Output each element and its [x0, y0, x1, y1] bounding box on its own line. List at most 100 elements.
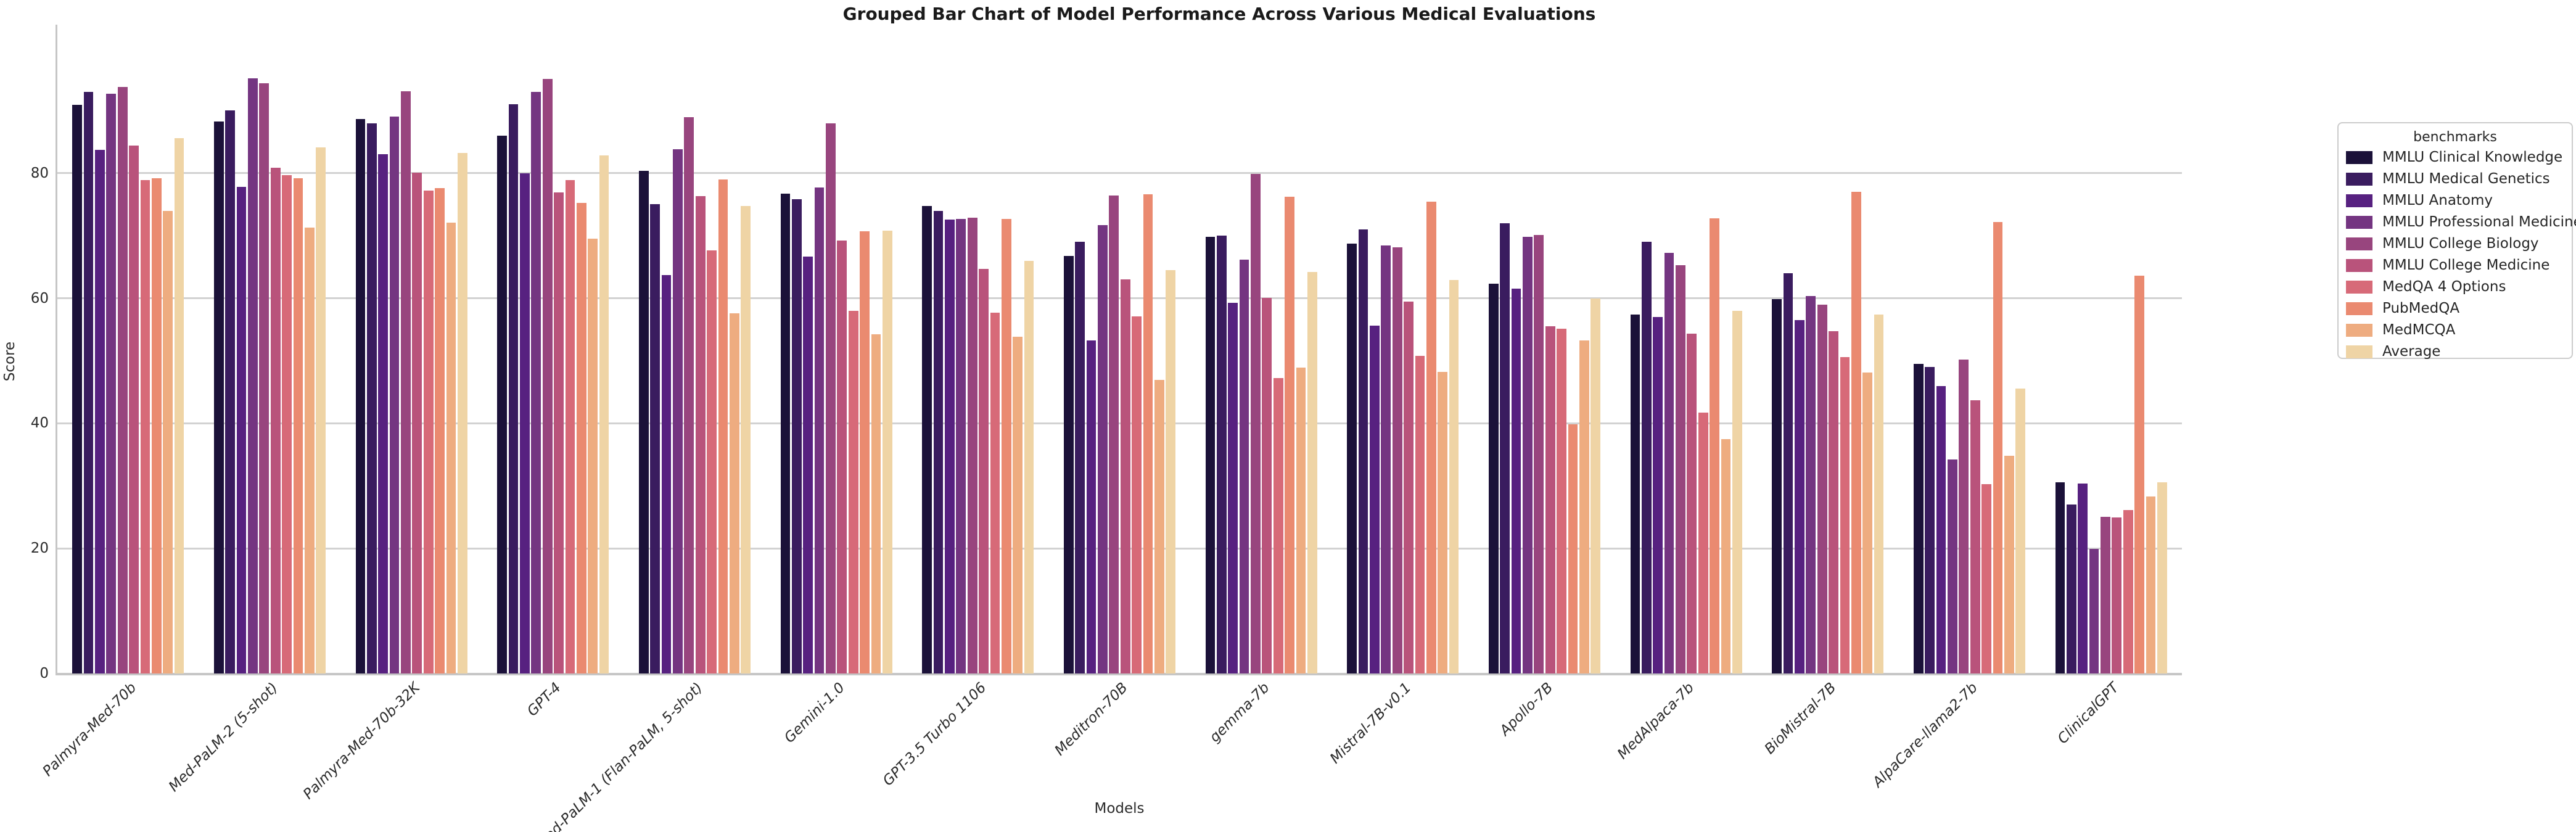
- bar: [554, 192, 564, 673]
- bar: [1404, 301, 1414, 673]
- y-tick-label: 20: [30, 540, 49, 557]
- bar: [2112, 517, 2122, 673]
- bar: [1347, 244, 1357, 673]
- x-tick-label: GPT-4: [524, 680, 565, 720]
- gridline-y-80: [57, 172, 2182, 175]
- bar: [1228, 302, 1238, 673]
- bar: [497, 135, 508, 673]
- legend-item-label: MMLU Clinical Knowledge: [2382, 149, 2563, 165]
- bar: [401, 91, 411, 673]
- bar: [814, 187, 825, 673]
- bar: [718, 179, 728, 673]
- x-tick-label: Palmyra-Med-70b-32K: [300, 680, 423, 803]
- x-tick-label: gemma-7b: [1206, 680, 1273, 746]
- bar: [1392, 247, 1402, 673]
- bar: [2157, 482, 2167, 673]
- bar: [729, 313, 739, 673]
- bar: [780, 194, 791, 673]
- y-tick-label: 80: [30, 165, 49, 181]
- bar: [1579, 340, 1589, 673]
- bar: [1687, 334, 1697, 673]
- bar: [508, 104, 519, 673]
- bar: [1307, 271, 1317, 673]
- x-tick-label: Apollo-7B: [1496, 680, 1556, 739]
- bar: [435, 188, 445, 673]
- bar: [1381, 245, 1391, 673]
- bar: [1109, 196, 1119, 673]
- left-spine: [56, 25, 57, 675]
- bar: [1862, 373, 1873, 673]
- bar: [1590, 298, 1601, 673]
- bar: [213, 121, 224, 673]
- gridline-y-40: [57, 422, 2182, 424]
- bar: [117, 86, 128, 673]
- bar: [1523, 237, 1533, 673]
- x-tick-label: Mistral-7B-v0.1: [1327, 680, 1415, 767]
- bar: [882, 231, 892, 673]
- bar: [1511, 289, 1521, 673]
- legend-item: MMLU Medical Genetics: [2346, 170, 2550, 188]
- bar: [304, 227, 315, 673]
- bar: [1285, 197, 1294, 673]
- bar: [446, 222, 456, 673]
- bar: [1296, 368, 1306, 673]
- x-tick-label: BioMistral-7B: [1761, 680, 1840, 757]
- legend-swatch-icon: [2346, 302, 2372, 315]
- bar: [355, 118, 366, 673]
- x-tick-label: AlpaCare-llama2-7b: [1869, 680, 1981, 791]
- x-tick-label: ClinicalGPT: [2055, 680, 2123, 748]
- bar: [990, 312, 1000, 673]
- legend-item-label: MMLU Anatomy: [2382, 192, 2493, 208]
- bar: [248, 78, 258, 673]
- bar: [2146, 496, 2156, 673]
- bar: [707, 250, 717, 673]
- bar: [1545, 326, 1555, 673]
- bar: [1216, 236, 1227, 673]
- bar: [1488, 284, 1499, 673]
- bar: [72, 105, 83, 673]
- x-tick-label: Meditron-70B: [1051, 680, 1131, 759]
- bar: [979, 268, 989, 673]
- y-tick-label: 60: [30, 290, 49, 307]
- x-tick-label: Palmyra-Med-70b: [39, 680, 140, 780]
- bar: [2089, 549, 2099, 673]
- bar: [803, 256, 813, 673]
- x-tick-label: MedAlpaca-7b: [1615, 680, 1698, 763]
- bar: [1568, 424, 1578, 673]
- bar: [1783, 273, 1793, 673]
- bar: [1806, 295, 1816, 673]
- bar: [1851, 192, 1861, 673]
- bar: [1449, 280, 1459, 673]
- bar: [673, 149, 683, 673]
- bar: [1732, 310, 1742, 673]
- bar: [531, 91, 541, 673]
- bar: [1013, 337, 1023, 673]
- bar: [1098, 224, 1108, 673]
- bar: [106, 93, 117, 673]
- bar: [1166, 270, 1176, 673]
- legend-swatch-icon: [2346, 323, 2372, 337]
- bar: [2101, 517, 2110, 673]
- legend-swatch-icon: [2346, 172, 2372, 186]
- bar: [423, 191, 434, 673]
- bar: [1205, 237, 1216, 673]
- bar: [1948, 459, 1957, 673]
- bar: [1676, 265, 1685, 673]
- bar: [412, 172, 422, 673]
- bar: [1534, 235, 1544, 673]
- bar: [1874, 314, 1884, 673]
- bar: [1959, 359, 1969, 673]
- y-tick-label: 0: [39, 665, 49, 682]
- bar: [791, 199, 802, 673]
- legend-item: MMLU Clinical Knowledge: [2346, 148, 2562, 167]
- bar: [576, 203, 586, 673]
- bar: [270, 167, 281, 673]
- bar: [1438, 372, 1448, 673]
- bar: [1063, 255, 1074, 673]
- gridline-y-20: [57, 547, 2182, 550]
- bar: [174, 138, 184, 673]
- legend-item: MMLU Professional Medicine: [2346, 213, 2576, 231]
- bar: [1630, 314, 1640, 673]
- bar: [1024, 260, 1034, 673]
